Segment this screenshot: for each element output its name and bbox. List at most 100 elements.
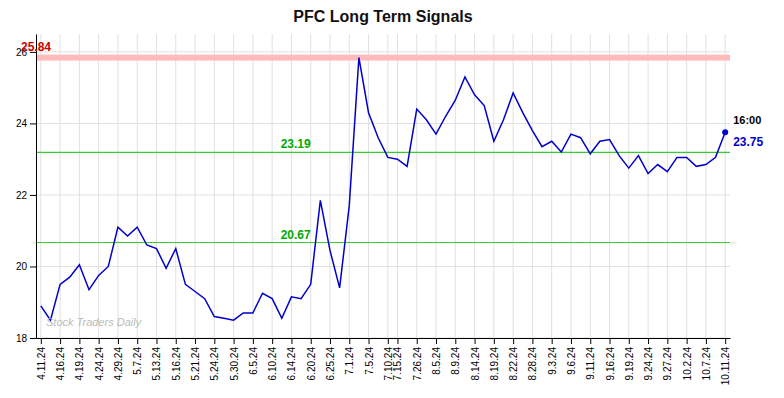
x-tick: 10.11.24 [720,338,731,385]
x-tick-mark [475,338,476,344]
x-tick-label: 9.3.24 [547,347,558,375]
x-tick-mark [79,338,80,344]
x-tick: 5.7.24 [132,338,143,375]
x-tick-label: 6.10.24 [267,347,278,381]
grid-line-x [686,34,687,338]
x-tick: 7.26.24 [412,338,423,380]
x-tick-label: 4.16.24 [55,347,66,381]
x-tick-label: 7.5.24 [364,347,375,375]
x-tick: 6.25.24 [325,338,336,380]
grid-line-x [725,34,726,338]
x-tick-label: 9.16.24 [605,347,616,381]
grid-line-x [667,34,668,338]
grid-line-x [252,34,253,338]
x-tick-label: 7.15.24 [392,347,403,381]
x-tick-label: 5.13.24 [151,347,162,381]
grid-line-x [590,34,591,338]
x-tick: 8.19.24 [489,338,500,380]
grid-line-x [233,34,234,338]
x-axis: 4.11.244.16.244.19.244.24.244.29.245.7.2… [36,338,731,385]
grid-line-x [329,34,330,338]
y-tick: 22 [16,190,36,201]
reference-line [36,152,730,153]
grid-line-x [368,34,369,338]
x-tick: 8.5.24 [431,338,442,375]
x-tick-mark [610,338,611,344]
y-tick-label: 22 [16,190,28,201]
x-tick: 9.24.24 [643,338,654,380]
grid-line-x [551,34,552,338]
reference-label: 23.19 [281,137,311,151]
x-tick-label: 4.11.24 [36,347,47,380]
grid-line-x [532,34,533,338]
grid-line-x [387,34,388,338]
x-tick: 9.11.24 [585,338,596,380]
x-tick-mark [436,338,437,344]
reference-label: 20.67 [281,228,311,242]
x-tick: 7.1.24 [344,338,355,375]
x-tick-mark [687,338,688,344]
x-tick-label: 9.24.24 [643,347,654,381]
grid-line-x [98,34,99,338]
x-tick-mark [725,338,726,344]
x-tick-mark [417,338,418,344]
grid-line-x [117,34,118,338]
x-tick-label: 6.5.24 [248,347,259,375]
x-tick-label: 8.28.24 [527,347,538,381]
x-tick-mark [667,338,668,344]
grid-line-y [36,194,730,195]
y-tick-mark [30,195,36,196]
x-tick: 10.2.24 [682,338,693,380]
x-tick-label: 5.21.24 [190,347,201,381]
grid-line-x [570,34,571,338]
x-tick-mark [330,338,331,344]
grid-line-x [310,34,311,338]
x-tick-mark [234,338,235,344]
x-tick-label: 7.1.24 [344,347,355,375]
title: PFC Long Term Signals [293,8,472,25]
x-tick: 6.14.24 [286,338,297,380]
grid-line-x [416,34,417,338]
last-price-label: 23.75 [733,135,763,149]
x-tick-label: 8.22.24 [508,347,519,381]
reference-line [36,242,730,243]
y-axis-line [36,35,37,339]
grid-line-x [156,34,157,338]
x-tick-label: 6.25.24 [325,347,336,381]
x-tick-mark [214,338,215,344]
x-tick-mark [349,338,350,344]
grid-line-x [705,34,706,338]
x-tick: 5.13.24 [151,338,162,380]
x-tick-mark [195,338,196,344]
marks [36,55,730,321]
y-axis: 1820222426 [16,35,37,344]
x-tick: 7.15.24 [392,338,403,380]
grid-line-x [291,34,292,338]
annotations: 25.8423.1920.6716:0023.75Stock Traders D… [21,40,764,328]
x-tick-mark [513,338,514,344]
x-tick: 8.22.24 [508,338,519,380]
grid-line-x [40,34,41,338]
x-tick-label: 5.30.24 [229,347,240,381]
x-tick-label: 4.19.24 [74,347,85,381]
x-tick-label: 10.2.24 [682,347,693,381]
grid-line-x [60,34,61,338]
x-tick: 4.11.24 [36,338,47,380]
grid-line-y [36,123,730,124]
x-tick: 9.16.24 [605,338,616,380]
grid-line-x [272,34,273,338]
last-time-label: 16:00 [733,114,761,126]
grid-line-x [79,34,80,338]
grid-line-y [36,266,730,267]
x-tick-mark [99,338,100,344]
y-tick-mark [30,123,36,124]
x-tick: 5.24.24 [209,338,220,380]
x-tick: 8.28.24 [527,338,538,380]
grid-line-y [36,51,730,52]
x-tick-mark [648,338,649,344]
x-tick: 10.7.24 [701,338,712,380]
x-tick-label: 5.16.24 [171,347,182,381]
y-tick-mark [30,338,36,339]
grid-line-x [513,34,514,338]
x-tick-label: 10.11.24 [720,347,731,386]
